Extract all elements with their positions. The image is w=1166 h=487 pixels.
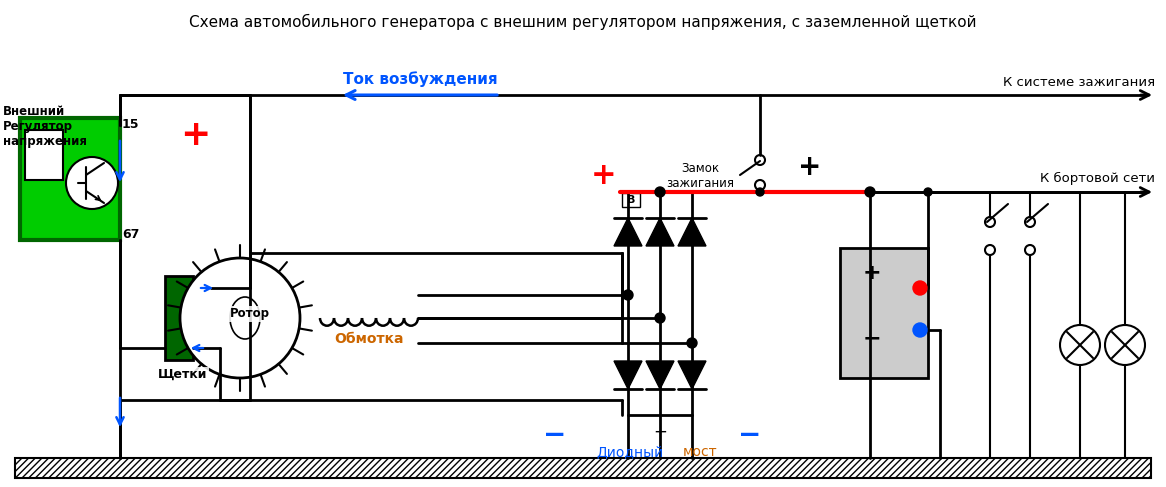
Circle shape (623, 290, 633, 300)
Circle shape (687, 338, 697, 348)
Text: −: − (738, 421, 761, 449)
Ellipse shape (230, 297, 260, 339)
Text: К системе зажигания: К системе зажигания (1003, 76, 1156, 89)
Circle shape (655, 313, 665, 323)
Circle shape (655, 187, 665, 197)
Bar (166, 276, 194, 360)
Text: Внешний
Регулятор
напряжения: Внешний Регулятор напряжения (3, 105, 87, 148)
Text: +: + (799, 153, 822, 181)
Text: Замок
зажигания: Замок зажигания (666, 162, 735, 190)
Text: мост: мост (682, 445, 717, 459)
Circle shape (913, 323, 927, 337)
Text: Щетки: Щетки (159, 368, 208, 381)
Text: Ток возбуждения: Ток возбуждения (343, 71, 498, 87)
Polygon shape (646, 218, 674, 246)
Circle shape (1105, 325, 1145, 365)
Circle shape (923, 188, 932, 196)
Bar (15, 458, 1151, 478)
Bar (621, 193, 640, 207)
Circle shape (756, 155, 765, 165)
Circle shape (1025, 217, 1035, 227)
Text: +: + (863, 263, 881, 283)
Circle shape (913, 281, 927, 295)
Text: +: + (591, 162, 617, 190)
Text: +: + (180, 118, 210, 152)
Circle shape (756, 180, 765, 190)
Circle shape (180, 258, 300, 378)
Text: Обмотка: Обмотка (335, 332, 403, 346)
Polygon shape (614, 218, 642, 246)
Bar (840, 248, 928, 378)
Text: Диодный: Диодный (596, 445, 663, 459)
Polygon shape (677, 361, 705, 389)
Polygon shape (677, 218, 705, 246)
Text: Ротор: Ротор (230, 307, 271, 320)
Text: Схема автомобильного генератора с внешним регулятором напряжения, с заземленной : Схема автомобильного генератора с внешни… (189, 14, 977, 30)
Bar (24, 130, 63, 180)
Text: К бортовой сети: К бортовой сети (1040, 172, 1156, 185)
Circle shape (865, 187, 874, 197)
Bar (194, 280, 211, 296)
Circle shape (66, 157, 118, 209)
Circle shape (985, 217, 995, 227)
Circle shape (1025, 245, 1035, 255)
Text: −: − (653, 423, 667, 441)
Text: 15: 15 (122, 118, 140, 131)
Text: −: − (863, 328, 881, 348)
Circle shape (1060, 325, 1100, 365)
Text: −: − (543, 421, 567, 449)
Text: В: В (627, 195, 635, 205)
Bar (194, 340, 211, 356)
Bar (20, 118, 120, 240)
Polygon shape (646, 361, 674, 389)
Circle shape (756, 188, 764, 196)
Polygon shape (614, 361, 642, 389)
Circle shape (985, 245, 995, 255)
Text: 67: 67 (122, 228, 140, 241)
